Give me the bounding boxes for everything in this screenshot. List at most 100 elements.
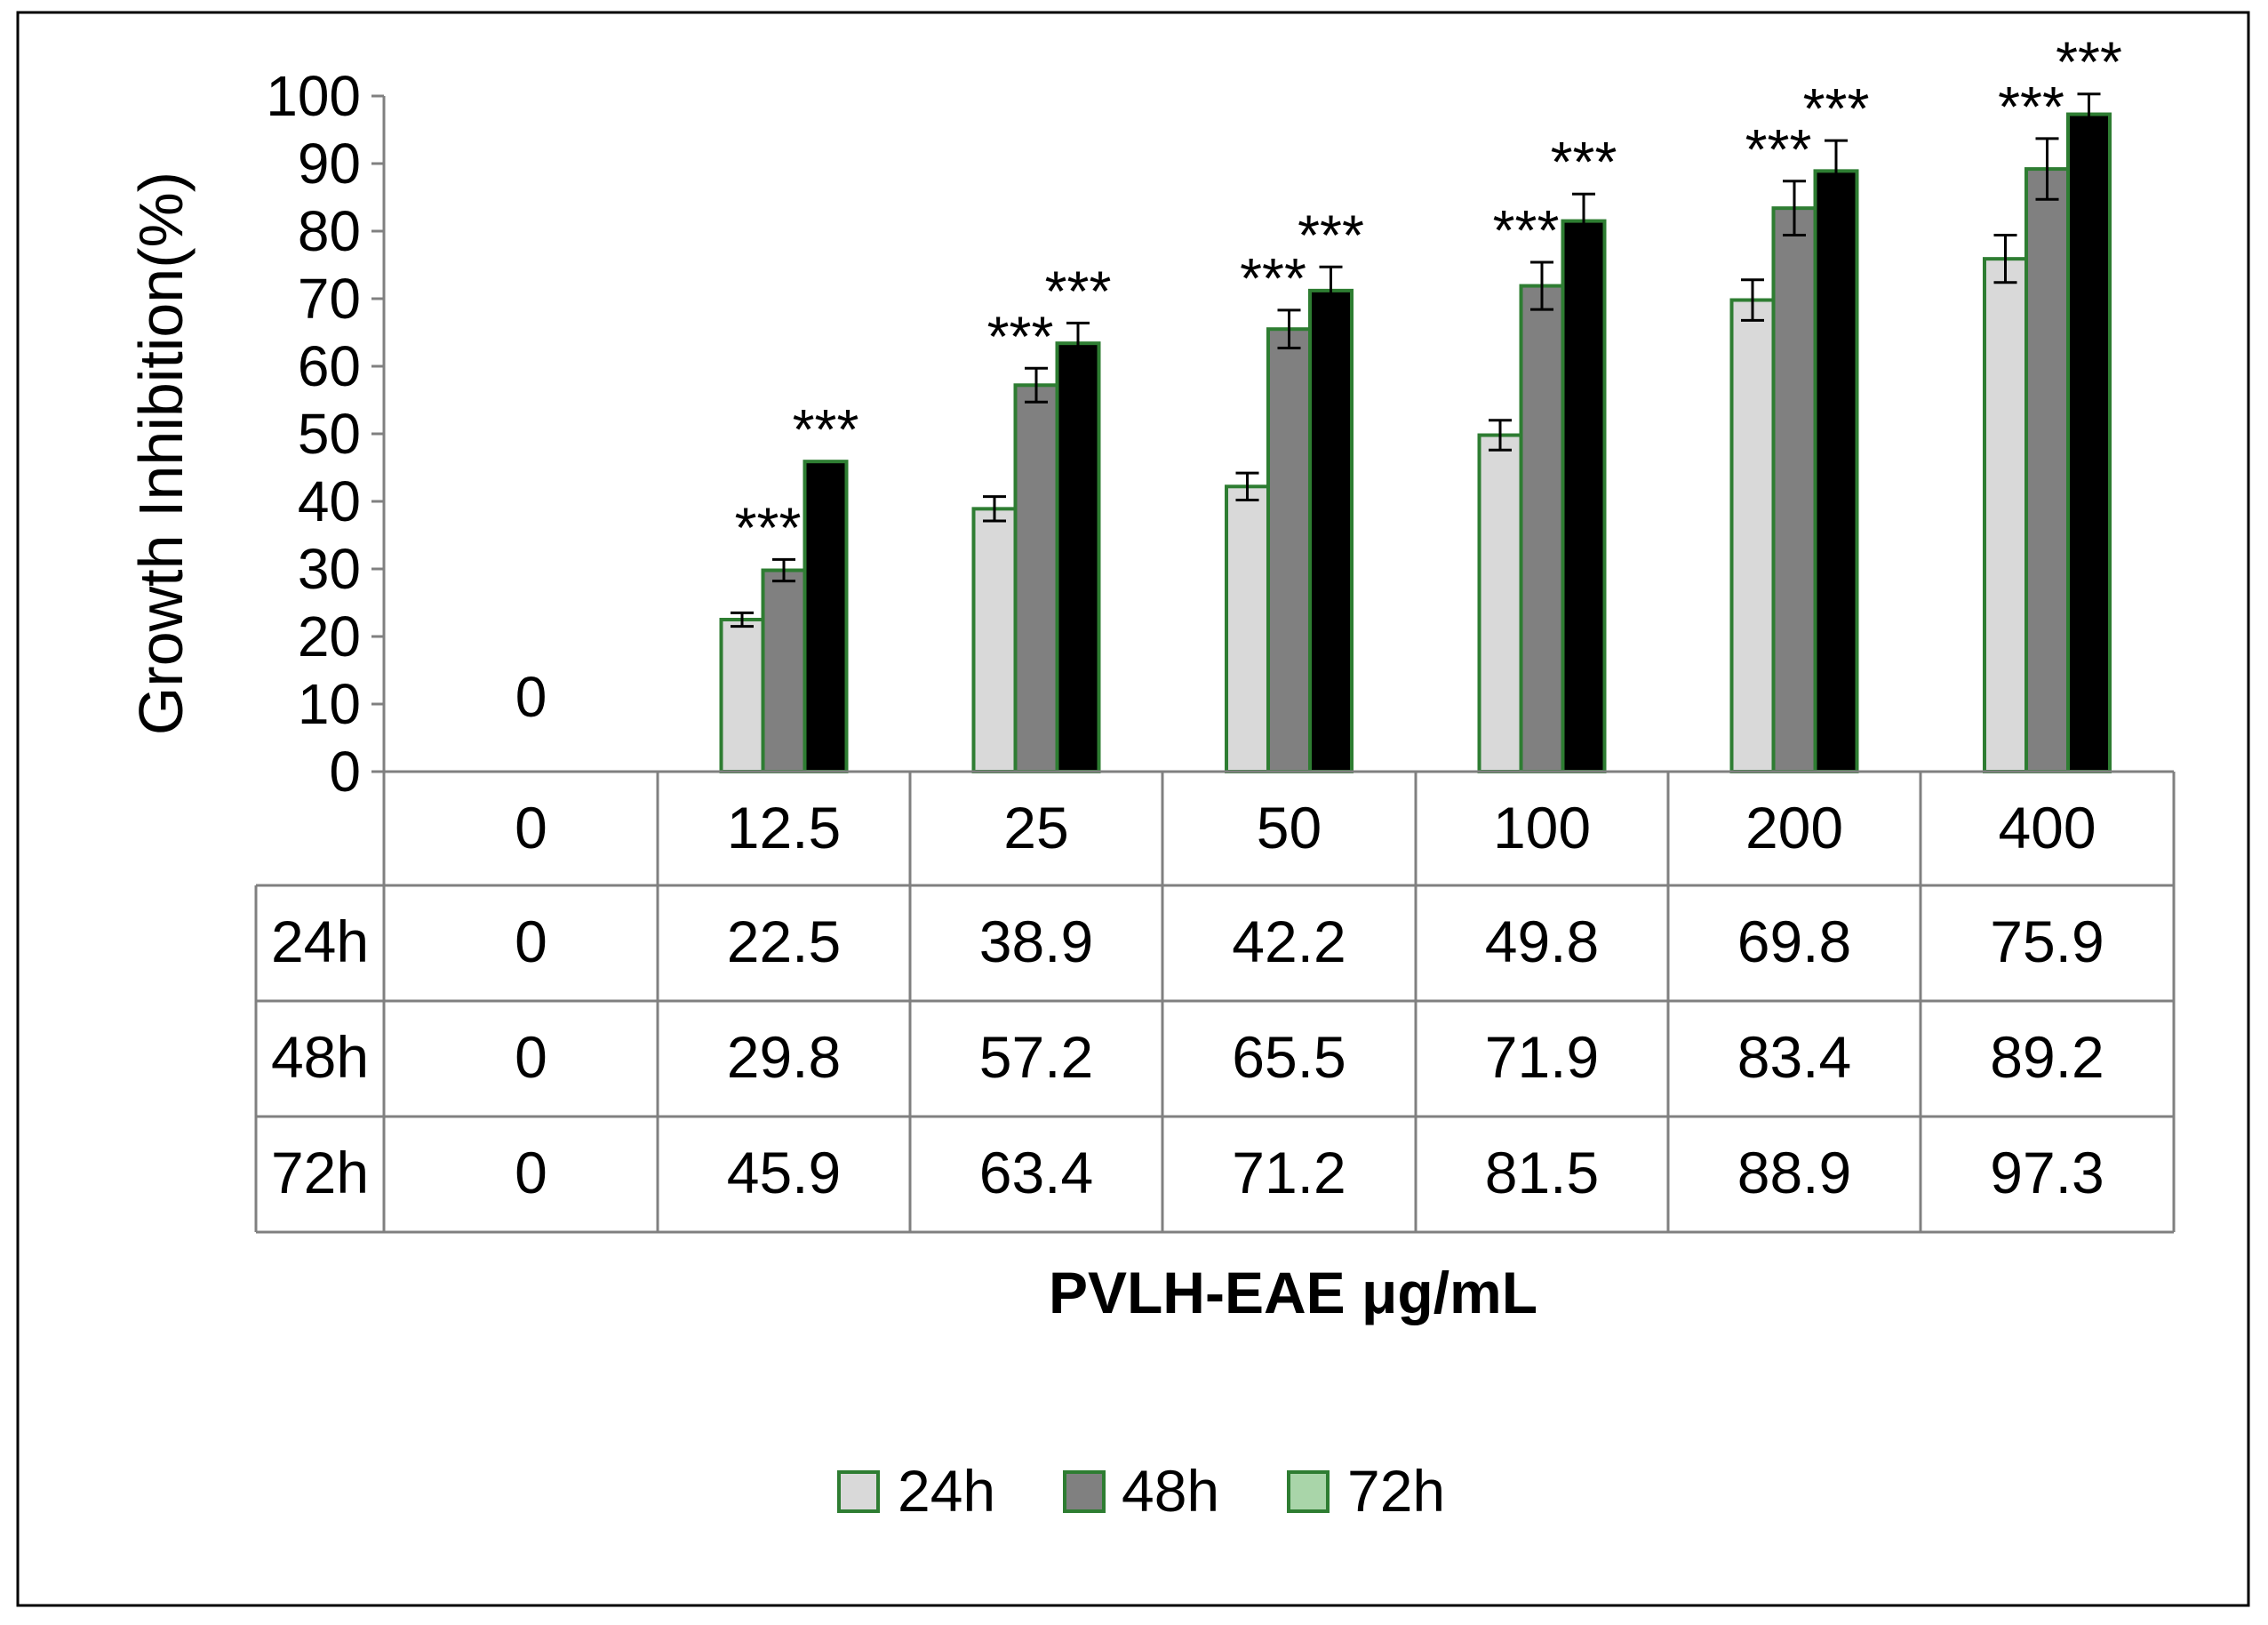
legend-label-24h: 24h	[898, 1458, 995, 1524]
table-cell: 0	[515, 1140, 547, 1205]
table-cell: 88.9	[1737, 1140, 1851, 1205]
error-bar-48h-100	[1530, 260, 1553, 311]
error-bar-72h-200	[1825, 139, 1848, 204]
table-cell: 57.2	[979, 1024, 1093, 1090]
y-tick-label: 100	[266, 64, 361, 128]
bar-72h-50	[1308, 288, 1354, 773]
legend-label-48h: 48h	[1122, 1458, 1219, 1524]
significance-72h-100: ***	[1551, 130, 1617, 194]
zero-value-label: 0	[515, 665, 547, 729]
bar-48h-25	[1013, 383, 1059, 773]
y-tick-label: 40	[298, 469, 361, 533]
y-tick-label: 30	[298, 537, 361, 601]
y-tick-label: 50	[298, 402, 361, 466]
y-tick-label: 80	[298, 199, 361, 263]
error-bar-72h-25	[1066, 321, 1090, 365]
table-cell: 29.8	[727, 1024, 841, 1090]
table-header-cell: 200	[1745, 795, 1843, 861]
bar-72h-25	[1055, 341, 1101, 773]
table-cell: 45.9	[727, 1140, 841, 1205]
significance-48h-100: ***	[1493, 198, 1560, 262]
data-table: 0 12.5 25 50 100 200 400 24h 0 22.5 38.9 42.2 49.8 69…	[254, 770, 2176, 1234]
y-tick-label: 10	[298, 672, 361, 736]
error-bar-24h-50	[1235, 471, 1259, 501]
table-cell: 71.2	[1232, 1140, 1346, 1205]
bar-24h-50	[1225, 484, 1270, 774]
significance-72h-200: ***	[1803, 76, 1870, 140]
table-cell: 0	[515, 909, 547, 974]
y-tick-label: 60	[298, 334, 361, 398]
table-cell: 49.8	[1485, 909, 1599, 974]
table-cell: 83.4	[1737, 1024, 1851, 1090]
error-bar-48h-400	[2035, 137, 2059, 201]
bar-48h-12-5	[761, 568, 807, 774]
table-cell: 63.4	[979, 1140, 1093, 1205]
table-cell: 81.5	[1485, 1140, 1599, 1205]
error-bar-48h-25	[1025, 366, 1048, 404]
significance-72h-400: ***	[2056, 30, 2122, 94]
table-header-cell: 400	[1998, 795, 2096, 861]
significance-48h-50: ***	[1240, 246, 1306, 310]
legend-swatch-72h	[1287, 1470, 1330, 1513]
significance-72h-50: ***	[1298, 203, 1364, 267]
table-cell: 65.5	[1232, 1024, 1346, 1090]
table-header-cell: 0	[515, 795, 547, 861]
bars: 0	[515, 112, 2112, 774]
bar-24h-200	[1729, 298, 1776, 773]
legend: 24h 48h 72h	[837, 1458, 1445, 1524]
table-cell: 97.3	[1990, 1140, 2104, 1205]
error-bar-48h-12-5	[772, 557, 795, 583]
error-bar-72h-100	[1572, 192, 1595, 250]
y-tick-label: 0	[329, 740, 361, 804]
table-header-cell: 25	[1003, 795, 1068, 861]
bar-48h-400	[2024, 167, 2070, 773]
bar-24h-12-5	[719, 618, 765, 773]
significance-72h-25: ***	[1045, 259, 1112, 323]
error-bar-24h-25	[983, 495, 1006, 523]
legend-item-72h: 72h	[1287, 1458, 1445, 1524]
bar-48h-100	[1519, 284, 1565, 773]
error-bars	[731, 92, 2101, 628]
table-row-label: 24h	[271, 909, 369, 974]
bar-48h-50	[1266, 327, 1312, 773]
significance-marks: ************ ****** ****** ****** ******	[735, 30, 2122, 560]
significance-48h-25: ***	[987, 304, 1054, 368]
bar-72h-400	[2066, 112, 2112, 773]
bar-72h-12-5	[803, 460, 849, 773]
y-tick-label: 20	[298, 604, 361, 668]
table-cell: 71.9	[1485, 1024, 1599, 1090]
table-cell: 22.5	[727, 909, 841, 974]
table-row-label: 72h	[271, 1140, 369, 1205]
error-bar-72h-400	[2077, 92, 2101, 136]
legend-swatch-24h	[837, 1470, 880, 1513]
table-header-cell: 100	[1493, 795, 1591, 861]
significance-48h-200: ***	[1745, 117, 1812, 181]
table-header-cell: 12.5	[727, 795, 841, 861]
bar-72h-100	[1561, 219, 1607, 774]
y-axis-title: Growth Inhibition(%)	[126, 172, 196, 735]
error-bar-48h-200	[1783, 180, 1806, 237]
error-bar-24h-400	[1993, 234, 2017, 284]
chart-frame	[16, 11, 2250, 1607]
error-bar-24h-12-5	[731, 611, 754, 628]
error-bar-72h-50	[1319, 265, 1343, 316]
table-cell: 38.9	[979, 909, 1093, 974]
legend-item-48h: 48h	[1063, 1458, 1219, 1524]
legend-swatch-48h	[1063, 1470, 1106, 1513]
significance-48h-12-5: ***	[735, 495, 802, 559]
table-header-cell: 50	[1257, 795, 1322, 861]
table-cell: 0	[515, 1024, 547, 1090]
legend-item-24h: 24h	[837, 1458, 995, 1524]
table-cell: 69.8	[1737, 909, 1851, 974]
error-bar-24h-200	[1741, 278, 1764, 322]
significance-48h-400: ***	[1998, 75, 2064, 139]
x-axis-title: PVLH-EAE μg/mL	[1049, 1260, 1537, 1325]
legend-label-72h: 72h	[1347, 1458, 1445, 1524]
bar-48h-200	[1771, 206, 1817, 774]
y-tick-label: 90	[298, 132, 361, 196]
table-cell: 42.2	[1232, 909, 1346, 974]
significance-72h-12-5: ***	[793, 397, 859, 461]
error-bar-48h-50	[1277, 308, 1301, 349]
